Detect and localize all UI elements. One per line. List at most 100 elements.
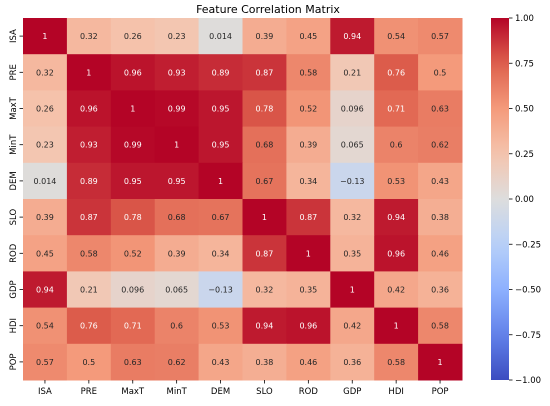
x-tick-label-pop: POP — [432, 387, 449, 397]
heatmap-cell-maxt-maxt — [110, 90, 156, 128]
heatmap-cell-slo-dem — [198, 199, 243, 236]
cell-value-label: 0.45 — [299, 32, 317, 41]
heatmap-cell-isa-mint — [154, 18, 200, 55]
cell-value-label: 0.62 — [168, 358, 186, 367]
cell-value-label: 0.63 — [124, 358, 142, 367]
colorbar-tick-label: 0.50 — [515, 105, 534, 115]
heatmap-cell-slo-maxt — [110, 199, 156, 236]
heatmap-cell-rod-dem — [198, 235, 243, 272]
cell-value-label: 0.46 — [431, 249, 449, 258]
heatmap-cell-dem-mint — [154, 162, 200, 200]
heatmap-cell-pre-slo — [242, 54, 287, 91]
heatmap-cell-dem-dem — [198, 162, 243, 200]
cell-value-label: −0.13 — [340, 177, 365, 186]
cell-value-label: 1 — [438, 358, 443, 367]
heatmap-cell-pop-pre — [66, 343, 112, 381]
cell-value-label: 0.53 — [387, 177, 405, 186]
heatmap-cell-hdi-maxt — [110, 307, 156, 345]
heatmap-cell-mint-hdi — [374, 126, 419, 164]
heatmap-cell-rod-slo — [242, 235, 287, 272]
cell-value-label: 0.42 — [343, 322, 361, 331]
heatmap-cell-maxt-rod — [286, 90, 331, 128]
cell-value-label: 1 — [86, 68, 91, 77]
heatmap-cell-slo-pre — [66, 199, 112, 236]
heatmap-cell-isa-gdp — [330, 18, 375, 55]
cell-value-label: 0.39 — [168, 249, 186, 258]
heatmap-cell-pre-mint — [154, 54, 200, 91]
heatmap-cell-mint-gdp — [330, 126, 375, 164]
cell-value-label: 0.065 — [165, 286, 188, 295]
cell-value-label: 1 — [306, 249, 311, 258]
heatmap-cell-pre-gdp — [330, 54, 375, 91]
heatmap-cell-maxt-gdp — [330, 90, 375, 128]
heatmap-cell-isa-hdi — [374, 18, 419, 55]
cell-value-label: 0.62 — [431, 141, 449, 150]
colorbar: 1.00 0.75 0.50 0.25 0.00 −0.25 −0.50 −0.75 −1.00 — [491, 14, 541, 386]
heatmap-cell-slo-slo — [242, 199, 287, 236]
y-tick-label-mint: MinT — [9, 134, 19, 155]
cell-value-label: 0.95 — [212, 105, 230, 114]
cell-value-label: 0.94 — [387, 213, 405, 222]
heatmap-cell-gdp-dem — [198, 271, 243, 309]
heatmap-cell-isa-slo — [242, 18, 287, 55]
heatmap-cell-rod-hdi — [374, 235, 419, 272]
cell-value-label: 0.32 — [256, 286, 274, 295]
cell-value-label: 0.065 — [341, 141, 364, 150]
cell-value-label: 0.32 — [80, 32, 98, 41]
cell-value-label: 0.57 — [431, 32, 449, 41]
heatmap-cell-slo-isa — [23, 199, 68, 236]
cell-value-label: 0.32 — [36, 68, 54, 77]
cell-value-label: 0.87 — [80, 213, 98, 222]
heatmap-cell-gdp-isa — [23, 271, 68, 309]
heatmap-cell-pop-hdi — [374, 343, 419, 381]
cell-value-label: 0.096 — [121, 286, 144, 295]
x-tick-label-hdi: HDI — [388, 387, 403, 397]
x-tick-label-maxt: MaxT — [121, 387, 145, 397]
cell-value-label: 0.96 — [80, 105, 98, 114]
cell-value-label: 0.52 — [299, 105, 317, 114]
heatmap-cell-gdp-rod — [286, 271, 331, 309]
heatmap-cell-pre-pre — [66, 54, 112, 91]
cell-value-label: 0.52 — [124, 249, 142, 258]
cell-value-label: 0.6 — [390, 141, 403, 150]
cell-value-label: 0.43 — [431, 177, 449, 186]
cell-value-label: 0.34 — [299, 177, 317, 186]
cell-value-label: 0.76 — [387, 68, 405, 77]
cell-value-label: 0.94 — [343, 32, 361, 41]
cell-value-label: 0.43 — [212, 358, 230, 367]
heatmap-cell-pop-dem — [198, 343, 243, 381]
cell-value-label: 0.87 — [256, 68, 274, 77]
cell-value-label: 0.76 — [80, 322, 98, 331]
heatmap-cell-dem-gdp — [330, 162, 375, 200]
colorbar-tick-label: −1.00 — [515, 376, 541, 386]
cell-value-label: 0.23 — [36, 141, 54, 150]
cell-value-label: 0.46 — [299, 358, 317, 367]
heatmap-cell-pop-slo — [242, 343, 287, 381]
cell-value-label: 0.95 — [168, 177, 186, 186]
heatmap-cell-mint-isa — [23, 126, 68, 164]
cell-value-label: 0.26 — [124, 32, 142, 41]
heatmap-cell-rod-rod — [286, 235, 331, 272]
cell-value-label: 0.58 — [387, 358, 405, 367]
heatmap-cell-mint-pop — [418, 126, 463, 164]
cell-value-label: 0.99 — [124, 141, 142, 150]
heatmap-cell-slo-gdp — [330, 199, 375, 236]
cell-value-label: 0.21 — [80, 286, 98, 295]
heatmap-cell-maxt-pre — [66, 90, 112, 128]
heatmap-cell-slo-rod — [286, 199, 331, 236]
heatmap-cell-pop-isa — [23, 343, 68, 381]
heatmap-cell-rod-isa — [23, 235, 68, 272]
heatmap-cell-slo-hdi — [374, 199, 419, 236]
cell-value-label: 1 — [218, 177, 223, 186]
heatmap-cell-rod-pre — [66, 235, 112, 272]
heatmap-cell-pop-maxt — [110, 343, 156, 381]
cell-value-label: 0.014 — [209, 32, 232, 41]
cell-value-label: 0.45 — [36, 249, 54, 258]
heatmap-cell-hdi-pre — [66, 307, 112, 345]
cell-value-label: 0.38 — [256, 358, 274, 367]
cell-value-label: 0.5 — [434, 68, 447, 77]
x-tick-label-rod: ROD — [299, 387, 319, 397]
cell-value-label: 0.71 — [124, 322, 142, 331]
cell-value-label: 0.63 — [431, 105, 449, 114]
